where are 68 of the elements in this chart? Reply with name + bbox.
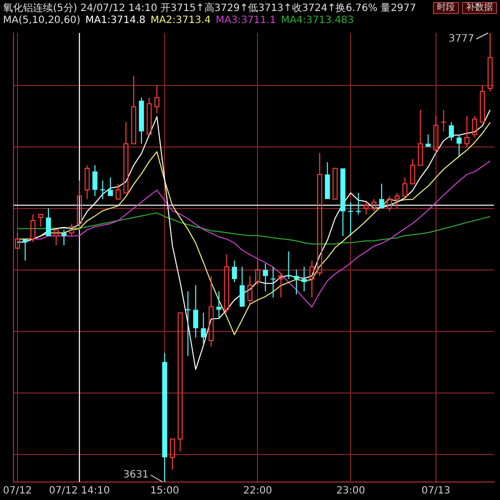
candlestick <box>379 183 384 208</box>
candlestick <box>76 180 82 230</box>
candlestick <box>255 260 260 286</box>
candlestick <box>178 312 183 452</box>
candlestick <box>200 312 206 344</box>
x-tick-label: 15:00 <box>150 486 180 497</box>
candlestick <box>433 116 438 154</box>
candlestick <box>394 192 400 209</box>
candlestick <box>448 122 454 142</box>
candlestick <box>54 229 59 246</box>
candlestick <box>193 284 198 338</box>
text: MA3:3711.1 <box>216 15 276 26</box>
candlestick <box>108 177 113 196</box>
candlestick <box>278 272 284 298</box>
candlestick <box>216 290 222 320</box>
x-tick-label: 23:00 <box>336 486 366 497</box>
candlestick <box>440 109 447 132</box>
candlestick <box>116 183 121 200</box>
candlestick <box>426 134 431 147</box>
candlestick <box>61 229 66 246</box>
annotation: 3777 <box>448 34 474 45</box>
candlestick <box>232 260 237 283</box>
candlestick <box>208 275 214 348</box>
candlestick <box>488 32 493 92</box>
candlestick <box>84 164 90 200</box>
candlestick <box>138 97 144 144</box>
text: MA4:3713.483 <box>280 15 354 26</box>
candlestick <box>317 152 322 276</box>
candlestick <box>456 134 462 157</box>
candlestick <box>418 109 423 166</box>
annotation: 3631 <box>123 470 149 481</box>
candlestick <box>92 164 98 196</box>
candlestick <box>340 168 346 236</box>
x-tick-label: 07/12 14:10 <box>49 486 110 497</box>
text: 时段 <box>433 2 459 14</box>
candlestick <box>364 202 369 215</box>
candlestick <box>38 214 44 228</box>
candlestick <box>154 84 160 114</box>
candlestick <box>464 116 470 148</box>
candlestick <box>302 266 307 292</box>
candlestick <box>184 290 191 356</box>
candlestick <box>324 162 330 200</box>
candlestick <box>262 263 268 292</box>
candlestick <box>123 122 128 194</box>
text: MA1:3714.8 <box>85 15 146 26</box>
candlestick <box>46 208 51 236</box>
candlestick <box>30 214 36 243</box>
text: 补数据 <box>462 2 497 14</box>
chart-title: 氧化铝连续(5分) 24/07/12 14:10 开3715↑高3729↑低3713↑收3724↑换6.76% 量2977 <box>3 2 416 14</box>
legend-title: MA(5,10,20,60) <box>3 15 80 26</box>
text: MA2:3713.4 <box>150 15 211 26</box>
candlestick <box>270 266 276 298</box>
candlestick <box>240 266 245 307</box>
candlestick <box>170 438 175 470</box>
candlestick <box>348 202 354 236</box>
candlestick <box>224 254 230 314</box>
candlestick <box>309 260 314 298</box>
x-tick-label: 07/13 <box>421 486 450 497</box>
candlestick <box>22 239 28 262</box>
candlestick <box>355 192 362 215</box>
candlestick <box>100 180 106 200</box>
x-tick-label: 07/12 <box>3 486 32 497</box>
candlestick <box>286 250 292 280</box>
candlestick <box>294 269 299 295</box>
candlestick <box>131 76 136 144</box>
x-tick-label: 22:00 <box>243 486 272 497</box>
candlestick <box>162 352 168 482</box>
candlestick <box>247 275 252 304</box>
